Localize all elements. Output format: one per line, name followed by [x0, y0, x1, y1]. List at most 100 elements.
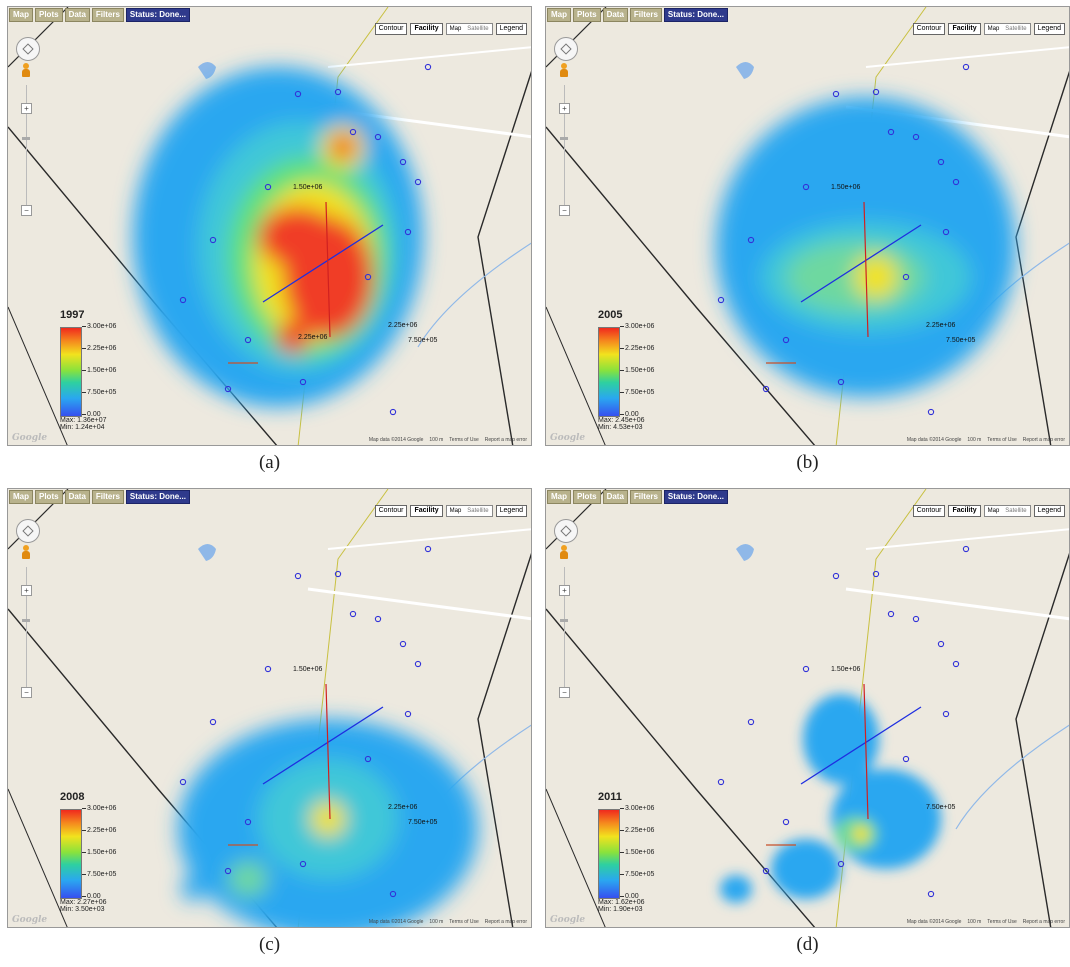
- facility-button[interactable]: Facility: [410, 505, 443, 517]
- map-type-satellite[interactable]: Satellite: [467, 26, 489, 32]
- map-canvas[interactable]: 1.50e+06 2.25e+06 7.50e+05 Map Plots Data Filt…: [7, 488, 532, 928]
- tab-data[interactable]: Data: [64, 490, 90, 504]
- contour-labels: 1.50e+06 7.50e+05: [831, 666, 955, 811]
- color-scale-tick: 3.00e+06: [82, 323, 116, 330]
- zoom-in-button[interactable]: +: [559, 585, 570, 596]
- max-value: Max: 1.36e+07: [60, 417, 107, 424]
- caption-b: (b): [796, 452, 819, 473]
- zoom-slider-track[interactable]: [26, 567, 27, 697]
- zoom-out-button[interactable]: −: [559, 687, 570, 698]
- contour-button[interactable]: Contour: [912, 23, 946, 35]
- map-type-map[interactable]: Map: [449, 26, 462, 32]
- report-error-link[interactable]: Report a map error: [1022, 437, 1065, 443]
- map-canvas[interactable]: 1.50e+06 7.50e+05 Map Plots Data Filters Statu…: [545, 488, 1070, 928]
- max-value: Max: 2.45e+06: [598, 417, 645, 424]
- pegman-icon[interactable]: [560, 545, 568, 559]
- legend-button[interactable]: Legend: [495, 23, 527, 35]
- zoom-out-button[interactable]: −: [21, 205, 32, 216]
- basemap-layer: [8, 7, 531, 445]
- pegman-icon[interactable]: [22, 63, 30, 77]
- map-type-satellite[interactable]: Satellite: [1005, 26, 1027, 32]
- pan-control-icon[interactable]: [554, 519, 578, 543]
- contour-button[interactable]: Contour: [912, 505, 946, 517]
- tab-filters[interactable]: Filters: [629, 8, 662, 22]
- color-scale-tick: 3.00e+06: [82, 805, 116, 812]
- zoom-slider-thumb[interactable]: [560, 619, 568, 622]
- facility-button[interactable]: Facility: [948, 505, 981, 517]
- legend-button[interactable]: Legend: [1033, 505, 1065, 517]
- map-type-satellite[interactable]: Satellite: [1005, 508, 1027, 514]
- terms-link[interactable]: Terms of Use: [449, 437, 479, 443]
- transect-blue: [262, 706, 384, 785]
- road-line: [1015, 552, 1069, 927]
- facility-button[interactable]: Facility: [410, 23, 443, 35]
- contour-button[interactable]: Contour: [374, 23, 408, 35]
- road-line: [477, 70, 531, 445]
- max-min-readout: Max: 1.36e+07 Min: 1.24e+04: [60, 417, 107, 431]
- road-line: [546, 126, 816, 445]
- terms-link[interactable]: Terms of Use: [987, 437, 1017, 443]
- tab-filters[interactable]: Filters: [91, 490, 124, 504]
- contour-label: 7.50e+05: [926, 804, 955, 811]
- zoom-slider-thumb[interactable]: [22, 619, 30, 622]
- pan-control-icon[interactable]: [554, 37, 578, 61]
- max-min-readout: Max: 2.45e+06 Min: 4.53e+03: [598, 417, 645, 431]
- zoom-slider-thumb[interactable]: [560, 137, 568, 140]
- zoom-slider-track[interactable]: [564, 567, 565, 697]
- report-error-link[interactable]: Report a map error: [484, 437, 527, 443]
- tab-filters[interactable]: Filters: [629, 490, 662, 504]
- tab-data[interactable]: Data: [602, 490, 628, 504]
- tab-plots[interactable]: Plots: [35, 8, 63, 22]
- map-canvas[interactable]: 1.50e+06 2.25e+06 7.50e+05 Map Plots Data Filt…: [545, 6, 1070, 446]
- pan-control-icon[interactable]: [16, 37, 40, 61]
- zoom-slider-track[interactable]: [26, 85, 27, 215]
- map-data-attribution: Map data ©2014 Google: [368, 919, 424, 925]
- max-min-readout: Max: 2.27e+06 Min: 3.50e+03: [60, 899, 107, 913]
- terms-link[interactable]: Terms of Use: [987, 919, 1017, 925]
- map-type-map[interactable]: Map: [987, 508, 1000, 514]
- zoom-in-button[interactable]: +: [21, 585, 32, 596]
- report-error-link[interactable]: Report a map error: [484, 919, 527, 925]
- map-type-map[interactable]: Map: [987, 26, 1000, 32]
- contour-labels: 1.50e+06 2.25e+06 7.50e+05: [293, 666, 437, 826]
- pegman-icon[interactable]: [560, 63, 568, 77]
- year-label: 2005: [598, 309, 623, 321]
- tab-data[interactable]: Data: [602, 8, 628, 22]
- tab-map[interactable]: Map: [9, 8, 33, 22]
- terms-link[interactable]: Terms of Use: [449, 919, 479, 925]
- report-error-link[interactable]: Report a map error: [1022, 919, 1065, 925]
- color-scale-tick: 7.50e+05: [620, 389, 654, 396]
- zoom-out-button[interactable]: −: [21, 687, 32, 698]
- contour-button[interactable]: Contour: [374, 505, 408, 517]
- map-footer: Map data ©2014 Google 100 m Terms of Use…: [369, 437, 527, 443]
- zoom-out-button[interactable]: −: [559, 205, 570, 216]
- tab-map[interactable]: Map: [547, 490, 571, 504]
- map-panel-b: 1.50e+06 2.25e+06 7.50e+05 Map Plots Data Filt…: [545, 6, 1070, 446]
- legend-button[interactable]: Legend: [1033, 23, 1065, 35]
- map-canvas[interactable]: 1.50e+06 2.25e+06 7.50e+05 2.25e+06 Map Plots…: [7, 6, 532, 446]
- map-type-toggle: Map Satellite: [445, 505, 493, 517]
- map-controls: Contour Facility Map Satellite Legend: [374, 505, 527, 517]
- pegman-icon[interactable]: [22, 545, 30, 559]
- map-type-map[interactable]: Map: [449, 508, 462, 514]
- tab-bar: Map Plots Data Filters Status: Done...: [547, 490, 728, 504]
- tab-plots[interactable]: Plots: [573, 8, 601, 22]
- zoom-slider-thumb[interactable]: [22, 137, 30, 140]
- zoom-in-button[interactable]: +: [21, 103, 32, 114]
- zoom-slider-track[interactable]: [564, 85, 565, 215]
- caption-c: (c): [258, 934, 281, 955]
- color-scale-tick: 1.50e+06: [82, 367, 116, 374]
- tab-plots[interactable]: Plots: [35, 490, 63, 504]
- tab-filters[interactable]: Filters: [91, 8, 124, 22]
- zoom-in-button[interactable]: +: [559, 103, 570, 114]
- tab-plots[interactable]: Plots: [573, 490, 601, 504]
- caption-d: (d): [796, 934, 819, 955]
- map-type-satellite[interactable]: Satellite: [467, 508, 489, 514]
- pan-control-icon[interactable]: [16, 519, 40, 543]
- tab-map[interactable]: Map: [547, 8, 571, 22]
- tab-data[interactable]: Data: [64, 8, 90, 22]
- tab-map[interactable]: Map: [9, 490, 33, 504]
- min-value: Min: 1.90e+03: [598, 906, 643, 913]
- facility-button[interactable]: Facility: [948, 23, 981, 35]
- legend-button[interactable]: Legend: [495, 505, 527, 517]
